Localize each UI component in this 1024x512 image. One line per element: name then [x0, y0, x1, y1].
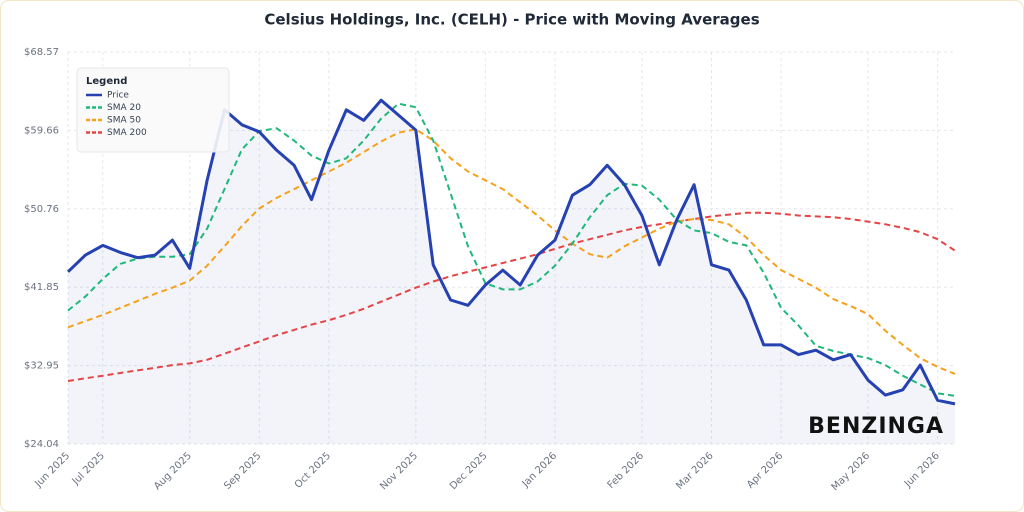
legend-label: Price — [107, 91, 129, 101]
y-tick-label: $24.04 — [24, 439, 59, 450]
series-line — [67, 102, 956, 397]
series-line — [67, 128, 956, 375]
legend: Legend Price SMA 20 SMA 50 SMA 200 — [76, 67, 230, 153]
legend-title: Legend — [86, 76, 127, 87]
y-tick-label: $50.76 — [24, 204, 59, 215]
y-tick-label: $32.95 — [24, 361, 59, 372]
legend-label: SMA 50 — [107, 116, 141, 126]
y-tick-label: $68.57 — [24, 47, 59, 58]
legend-box — [76, 67, 230, 153]
chart-title: Celsius Holdings, Inc. (CELH) - Price wi… — [264, 11, 759, 29]
series-line — [67, 211, 956, 382]
y-tick-label: $41.85 — [24, 282, 59, 293]
y-tick-label: $59.66 — [24, 125, 59, 136]
legend-label: SMA 20 — [107, 103, 141, 113]
legend-label: SMA 200 — [107, 128, 147, 138]
watermark: BENZINGA — [808, 414, 944, 439]
price-area — [68, 100, 955, 444]
